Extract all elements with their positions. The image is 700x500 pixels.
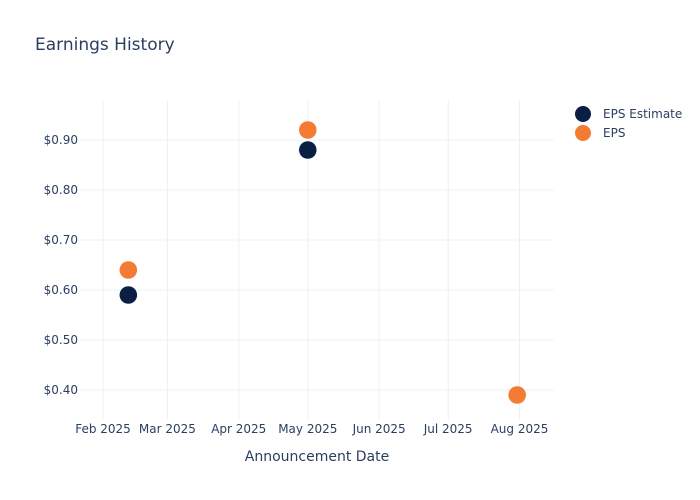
eps-point[interactable] xyxy=(507,385,527,405)
x-tick-label: Jul 2025 xyxy=(423,422,473,436)
y-tick-label: $0.70 xyxy=(44,233,78,247)
legend-label: EPS Estimate xyxy=(603,107,682,121)
chart-title: Earnings History xyxy=(35,35,175,55)
x-tick-label: Feb 2025 xyxy=(75,422,131,436)
x-axis-title: Announcement Date xyxy=(245,449,389,465)
y-axis-ticks: $0.40 $0.50 $0.60 $0.70 $0.80 $0.90 xyxy=(44,133,78,397)
y-tick-label: $0.60 xyxy=(44,283,78,297)
x-axis-ticks: Feb 2025 Mar 2025 Apr 2025 May 2025 Jun 2025… xyxy=(75,422,548,436)
legend-label: EPS xyxy=(603,126,625,140)
eps-estimate-point[interactable] xyxy=(119,285,138,305)
eps-point[interactable] xyxy=(298,120,318,140)
x-tick-label: Jun 2025 xyxy=(352,422,406,436)
eps-estimate-point[interactable] xyxy=(298,140,318,160)
legend-marker xyxy=(575,106,591,122)
grid xyxy=(80,100,554,420)
y-tick-label: $0.90 xyxy=(44,133,78,147)
eps-point[interactable] xyxy=(119,260,138,280)
data-points xyxy=(119,120,527,405)
legend[interactable]: EPS Estimate EPS xyxy=(575,106,682,141)
legend-marker xyxy=(575,125,591,141)
y-tick-label: $0.40 xyxy=(44,383,78,397)
x-tick-label: Apr 2025 xyxy=(211,422,266,436)
y-tick-label: $0.80 xyxy=(44,183,78,197)
x-tick-label: Mar 2025 xyxy=(139,422,196,436)
x-tick-label: May 2025 xyxy=(278,422,337,436)
y-tick-label: $0.50 xyxy=(44,333,78,347)
x-tick-label: Aug 2025 xyxy=(491,422,549,436)
